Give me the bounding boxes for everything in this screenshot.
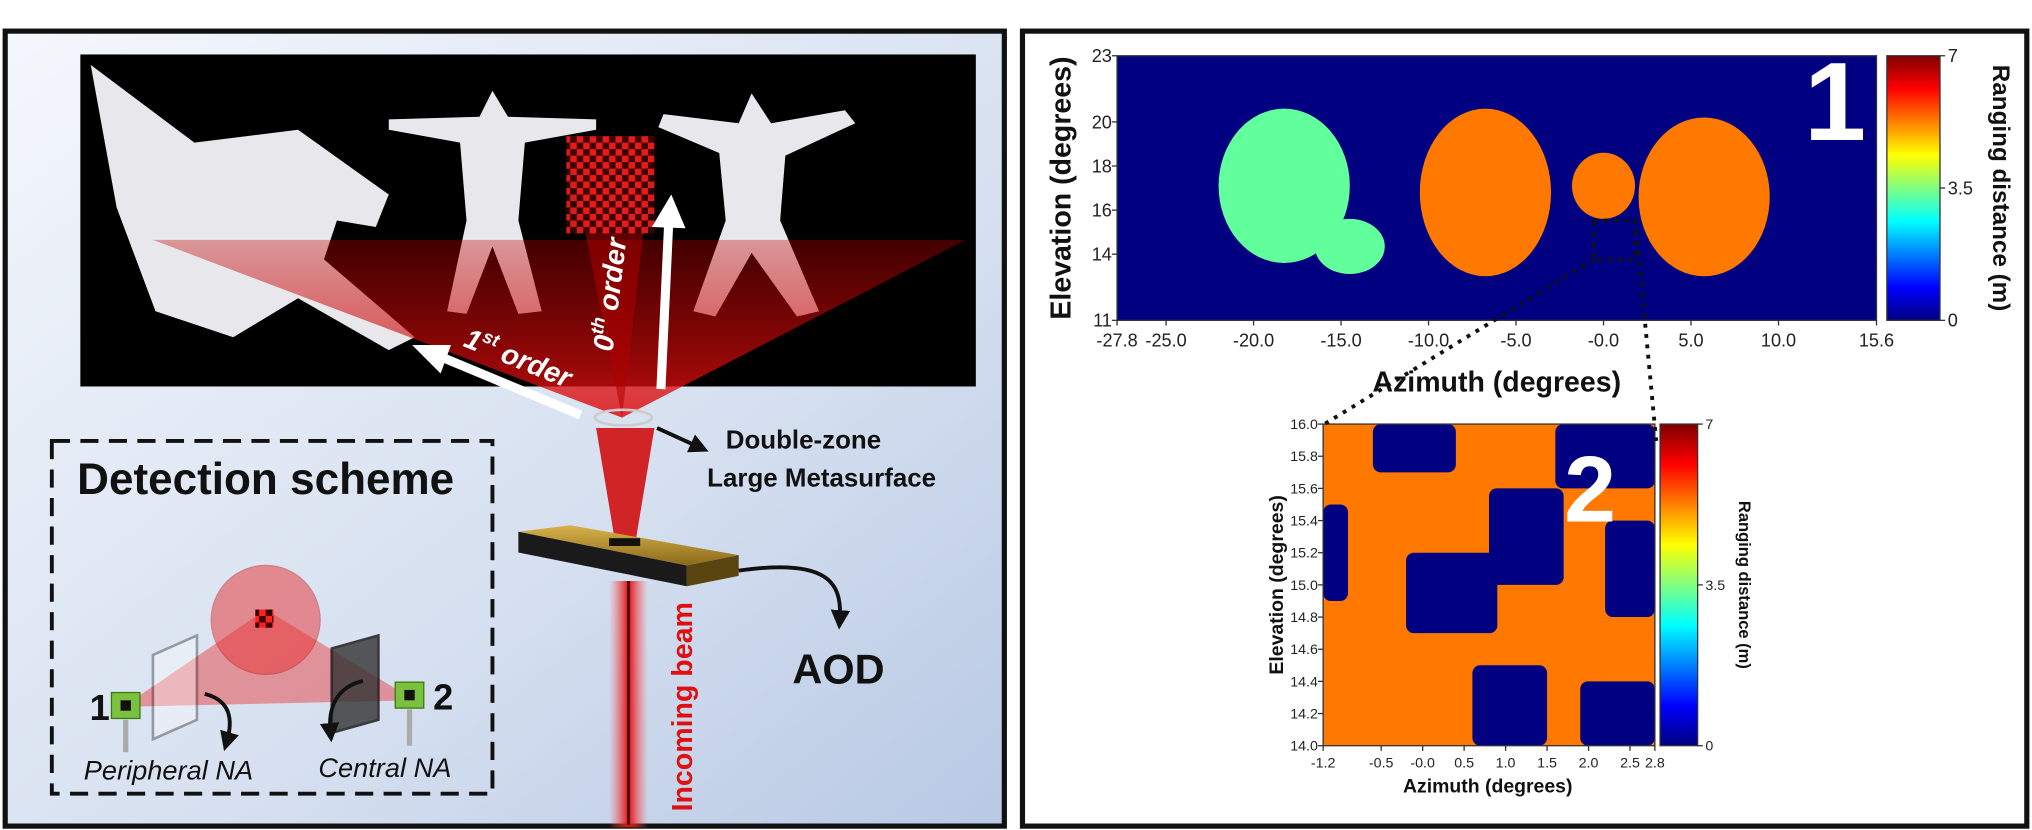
- x-axis-label: Azimuth (degrees): [1372, 367, 1621, 399]
- detector-label: 1: [90, 687, 110, 728]
- aod-side: [518, 531, 687, 587]
- region: [1605, 520, 1655, 618]
- colorbar: [1886, 55, 1941, 321]
- region: [1555, 424, 1655, 489]
- x-tick-label: -0.0: [1588, 330, 1619, 350]
- x-tick-label: 15.6: [1859, 330, 1894, 350]
- y-tick-label: 14.6: [1290, 642, 1318, 658]
- setup-panel: 0thorder 1storder Double-zone Large Meta…: [2, 28, 1007, 829]
- x-tick-label: 5.0: [1678, 330, 1703, 350]
- x-tick-label: -5.0: [1500, 330, 1531, 350]
- region: [1572, 152, 1636, 219]
- x-tick-label: 2.5: [1620, 756, 1640, 772]
- region: [1323, 504, 1349, 601]
- y-axis-label: Elevation (degrees): [1045, 56, 1077, 319]
- colorbar-tick-label: 3.5: [1705, 578, 1725, 594]
- colorbar-tick-label: 0: [1705, 739, 1713, 755]
- panel-label: 1: [1804, 39, 1866, 164]
- heatmap-chart: -27.8 -25.0 -20.0 -15.0 -10.0 -5.0 -0.0 5.0 10.0…: [1045, 39, 2014, 399]
- checkerboard: [566, 136, 655, 234]
- metasurface: [593, 408, 654, 427]
- x-tick-label: 1.0: [1496, 756, 1516, 772]
- zoom-indicator: [1323, 218, 1659, 442]
- panel-label: 2: [1564, 437, 1616, 541]
- detection-scheme: Detection scheme 1 2 Peripheral NA Centr…: [49, 438, 495, 796]
- x-tick-label: 2.0: [1579, 756, 1599, 772]
- y-tick-label: 18: [1092, 156, 1112, 176]
- region: [1472, 665, 1548, 746]
- region: [1580, 681, 1655, 746]
- y-tick-label: 15.4: [1290, 514, 1318, 530]
- y-tick-label: 14.2: [1290, 707, 1318, 723]
- y-tick-label: 11: [1093, 311, 1112, 331]
- region: [1419, 108, 1552, 277]
- x-tick-label: -25.0: [1145, 330, 1186, 350]
- y-tick-label: 15.8: [1290, 449, 1318, 465]
- x-tick-label: -20.0: [1233, 330, 1274, 350]
- peripheral-label: Peripheral NA: [84, 754, 253, 785]
- label-part: 0: [588, 333, 622, 353]
- x-tick-label: -10.0: [1408, 330, 1449, 350]
- region: [1218, 108, 1350, 264]
- colorbar-tick-label: 0: [1948, 311, 1958, 331]
- x-axis-label: Azimuth (degrees): [1403, 775, 1573, 797]
- colorbar-label: Ranging distance (m): [1735, 501, 1754, 669]
- x-tick-label: 10.0: [1761, 330, 1796, 350]
- y-tick-label: 23: [1092, 46, 1112, 66]
- arrow-zeroth: [656, 222, 674, 390]
- detection-title: Detection scheme: [77, 455, 454, 504]
- arrow-first: [438, 352, 583, 420]
- region: [1406, 552, 1498, 634]
- y-tick-label: 15.0: [1290, 578, 1318, 594]
- y-tick-label: 15.2: [1290, 546, 1318, 562]
- heatmap-chart: -1.2 -0.5 -0.0 0.5 1.0 1.5 2.0 2.5 2.8 14.0 14.2 14…: [1266, 417, 1754, 797]
- y-tick-label: 14: [1092, 245, 1112, 265]
- colorbar-tick-label: 7: [1948, 46, 1958, 66]
- y-tick-label: 16: [1092, 200, 1112, 220]
- x-tick-label: -0.0: [1410, 756, 1435, 772]
- x-tick-label: -0.5: [1369, 756, 1394, 772]
- y-tick-label: 16.0: [1290, 417, 1318, 433]
- y-tick-label: 15.6: [1290, 481, 1318, 497]
- label-part: th: [587, 316, 609, 335]
- y-tick-label: 20: [1092, 112, 1112, 132]
- colorbar-tick-label: 3.5: [1948, 178, 1973, 198]
- x-tick-label: -1.2: [1311, 756, 1336, 772]
- beam-up: [596, 427, 655, 545]
- x-tick-label: -27.8: [1096, 330, 1137, 350]
- aod-label: AOD: [792, 645, 884, 692]
- colorbar-tick-label: 7: [1705, 417, 1713, 433]
- y-axis-label: Elevation (degrees): [1266, 495, 1288, 674]
- colorbar: [1659, 423, 1699, 747]
- y-tick-label: 14.0: [1290, 739, 1318, 755]
- x-tick-label: 2.8: [1645, 756, 1665, 772]
- region: [1489, 488, 1564, 585]
- detector-label: 2: [433, 676, 453, 717]
- y-tick-label: 14.8: [1290, 610, 1318, 626]
- x-tick-label: -15.0: [1320, 330, 1361, 350]
- central-label: Central NA: [318, 752, 451, 783]
- incoming-beam-label: Incoming beam: [667, 602, 699, 811]
- x-tick-label: 0.5: [1454, 756, 1474, 772]
- charts: -27.8 -25.0 -20.0 -15.0 -10.0 -5.0 -0.0 5.0 10.0…: [1045, 39, 2014, 797]
- region: [1372, 424, 1456, 473]
- region: [1638, 117, 1770, 277]
- y-tick-label: 14.4: [1290, 674, 1318, 690]
- first-order-fan: [152, 239, 966, 418]
- metasurface-label: Large Metasurface: [707, 464, 936, 492]
- colorbar-label: Ranging distance (m): [1987, 65, 2014, 311]
- x-tick-label: 1.5: [1537, 756, 1557, 772]
- metasurface-label: Double-zone: [726, 427, 881, 455]
- region: [1314, 218, 1385, 275]
